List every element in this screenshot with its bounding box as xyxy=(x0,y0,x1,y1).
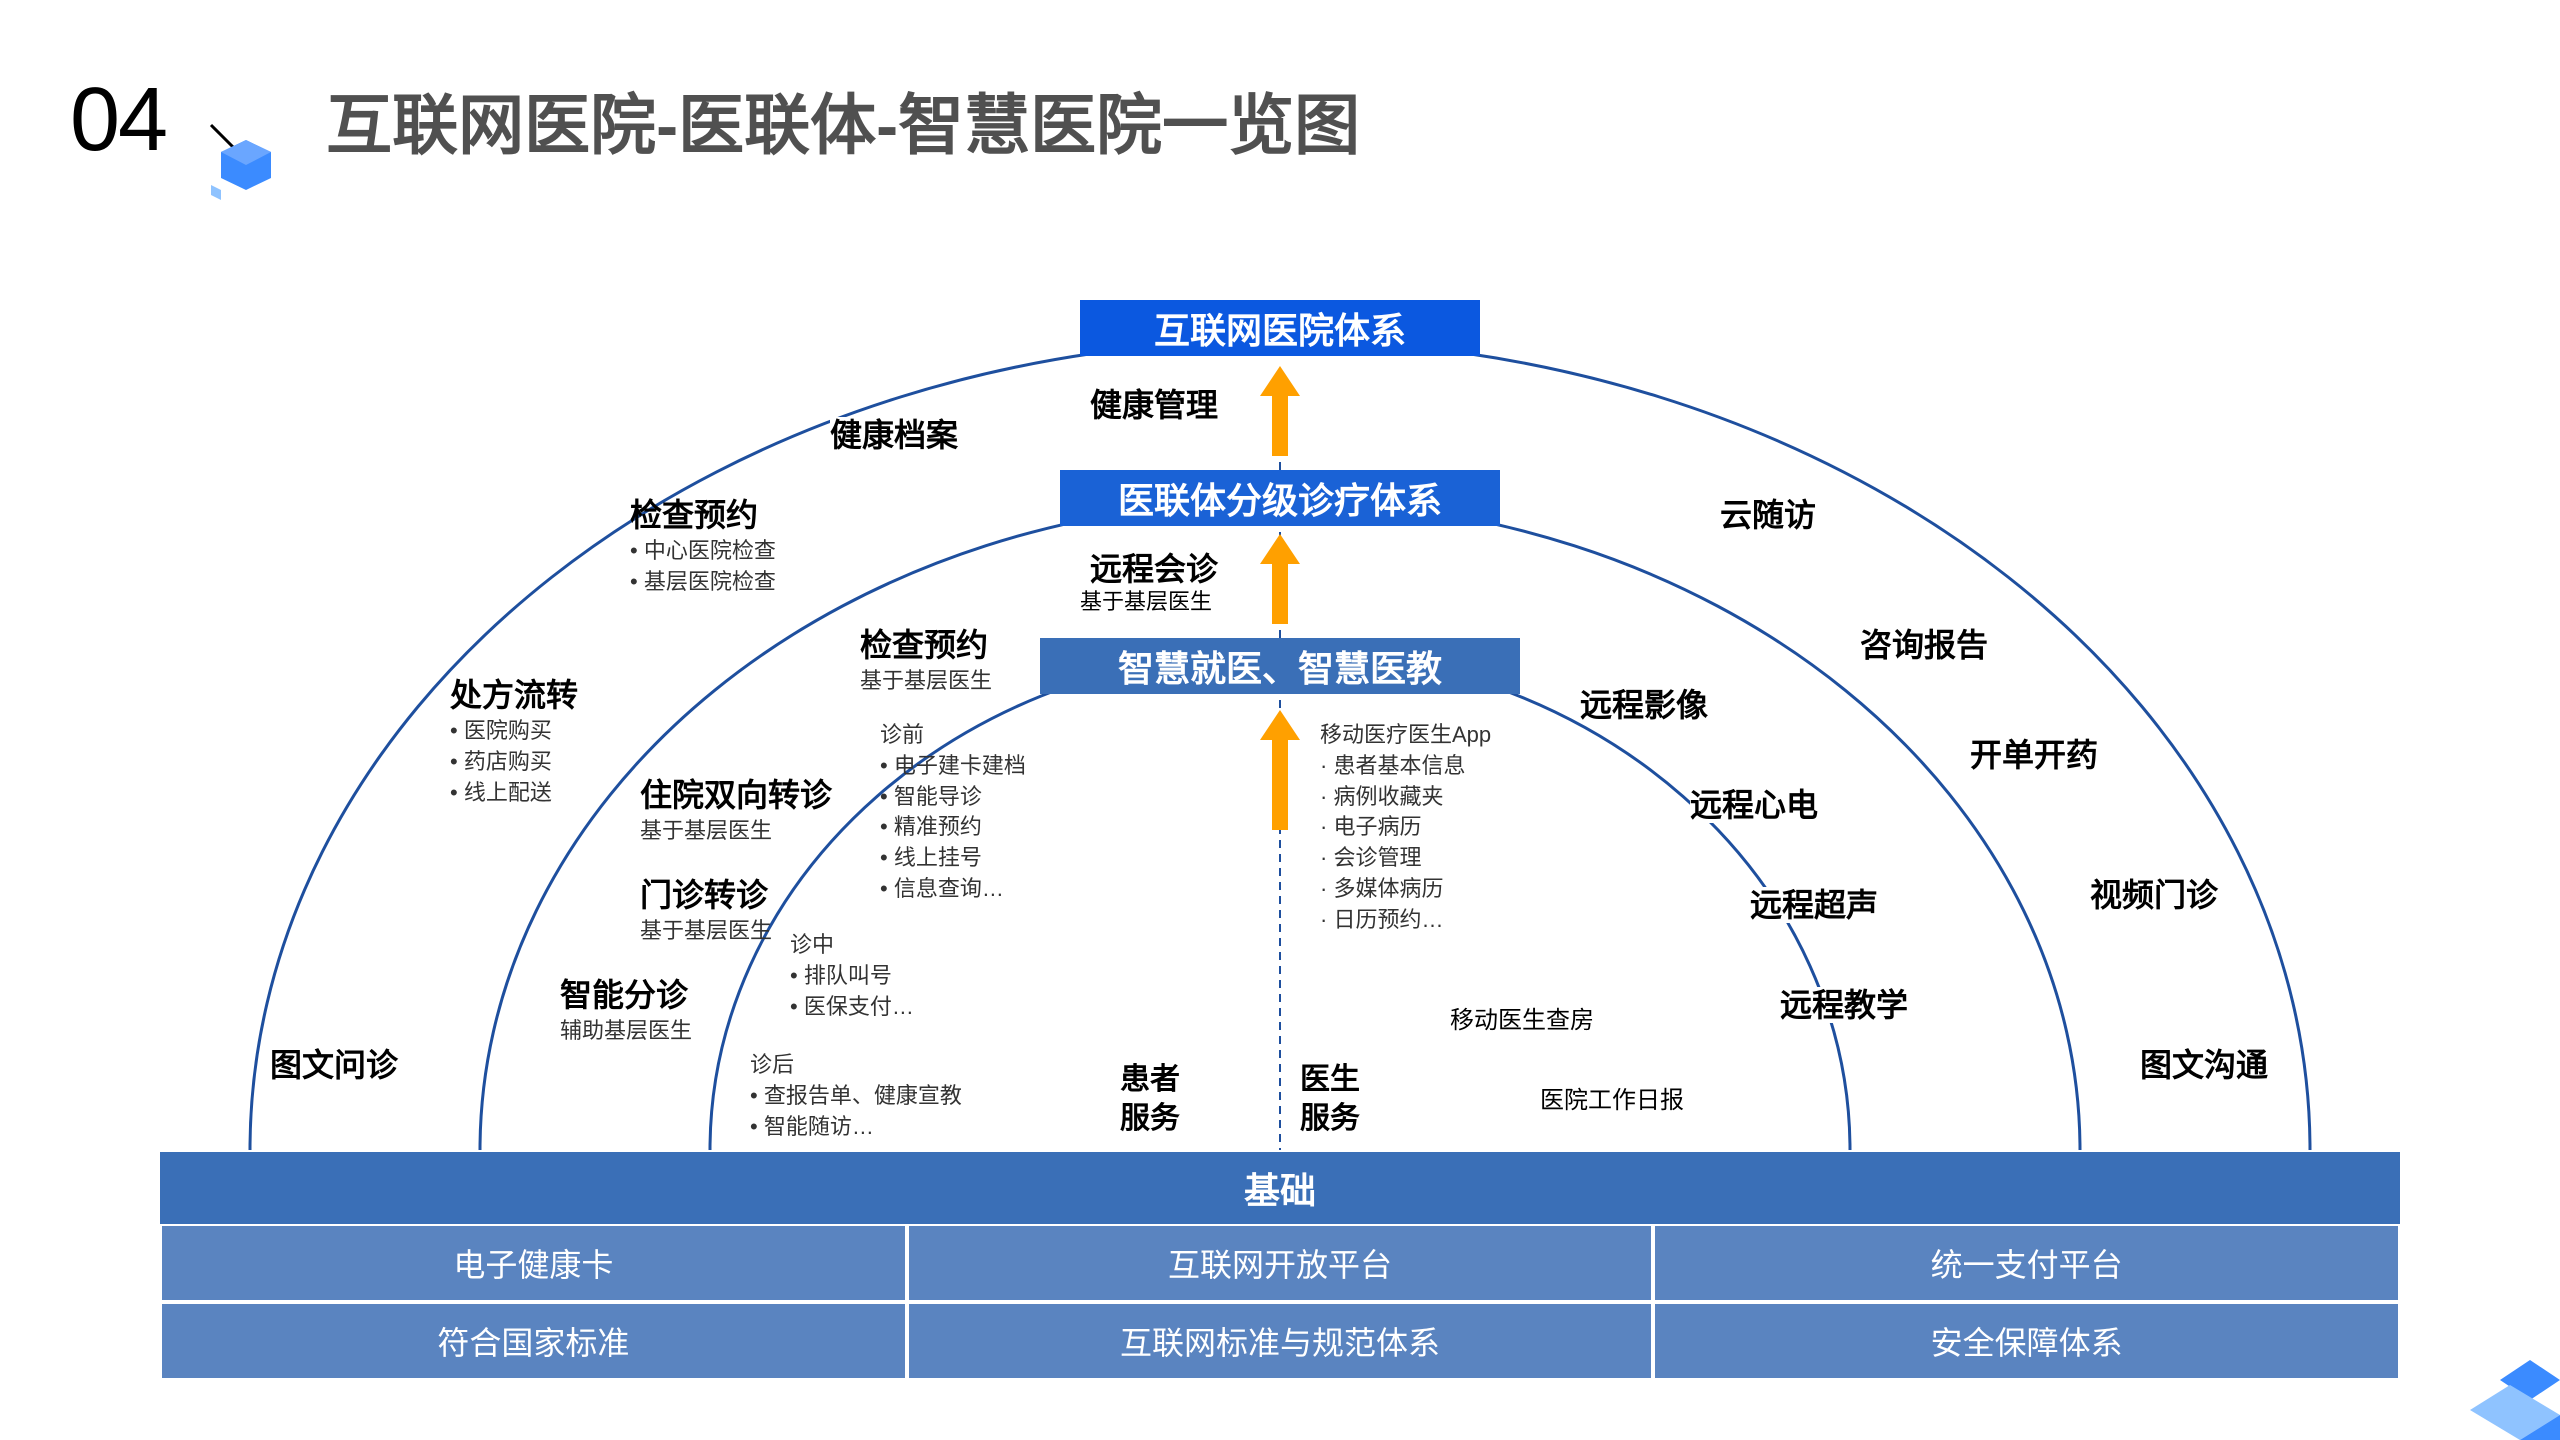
box-top: 互联网医院体系 xyxy=(1080,300,1480,356)
box-inner: 智慧就医、智慧医教 xyxy=(1040,638,1520,694)
arrow-up-icon xyxy=(1260,534,1300,624)
label-prescription: 处方流转 • 医院购买• 药店购买• 线上配送 xyxy=(450,670,578,808)
label-consult-report: 咨询报告 xyxy=(1860,620,1988,666)
inner-right-row3: 医院工作日报 xyxy=(1540,1080,1684,1115)
foundation-block: 基础 电子健康卡 互联网开放平台 统一支付平台 符合国家标准 互联网标准与规范体… xyxy=(160,1152,2400,1380)
foundation-cell: 电子健康卡 xyxy=(160,1224,907,1302)
foundation-cell: 统一支付平台 xyxy=(1653,1224,2400,1302)
inner-right-row2: 移动医生查房 xyxy=(1450,1000,1594,1035)
box-mid: 医联体分级诊疗体系 xyxy=(1060,470,1500,526)
slide-number: 04 xyxy=(70,69,166,172)
label-cloud-followup: 云随访 xyxy=(1720,490,1816,536)
arrow-up-icon xyxy=(1260,710,1300,830)
label-outpatient-referral: 门诊转诊 基于基层医生 xyxy=(640,870,772,947)
label-image-text-consult: 图文问诊 xyxy=(270,1040,398,1086)
label-image-text-comm: 图文沟通 xyxy=(2140,1040,2268,1086)
inner-right-footer: 医生 服务 xyxy=(1300,1060,1360,1138)
foundation-row-2: 符合国家标准 互联网标准与规范体系 安全保障体系 xyxy=(160,1302,2400,1380)
foundation-cell: 安全保障体系 xyxy=(1653,1302,2400,1380)
label-mid-sub: 基于基层医生 xyxy=(1080,584,1212,616)
label-health-archive: 健康档案 xyxy=(830,410,958,456)
foundation-cell: 符合国家标准 xyxy=(160,1302,907,1380)
foundation-title: 基础 xyxy=(160,1152,2400,1224)
label-video-clinic: 视频门诊 xyxy=(2090,870,2218,916)
foundation-cell: 互联网开放平台 xyxy=(907,1224,1654,1302)
label-prescribe: 开单开药 xyxy=(1970,730,2098,776)
label-remote-teaching: 远程教学 xyxy=(1780,980,1908,1026)
label-remote-ultrasound: 远程超声 xyxy=(1750,880,1878,926)
corner-decor-icon xyxy=(2420,1320,2560,1440)
page-title: 互联网医院-医联体-智慧医院一览图 xyxy=(326,72,1360,168)
label-inpatient-referral: 住院双向转诊 基于基层医生 xyxy=(640,770,832,847)
label-smart-triage: 智能分诊 辅助基层医生 xyxy=(560,970,692,1047)
foundation-row-1: 电子健康卡 互联网开放平台 统一支付平台 xyxy=(160,1224,2400,1302)
label-check-reserve-mid: 检查预约 基于基层医生 xyxy=(860,620,992,697)
foundation-cell: 互联网标准与规范体系 xyxy=(907,1302,1654,1380)
inner-left-col: 诊前 • 电子建卡建档 • 智能导诊 • 精准预约 • 线上挂号 • 信息查询… xyxy=(880,720,1220,905)
label-check-reserve-outer: 检查预约 • 中心医院检查• 基层医院检查 xyxy=(630,490,776,598)
slide-header: 04 互联网医院-医联体-智慧医院一览图 xyxy=(70,40,1360,200)
inner-right-app: 移动医疗医生App · 患者基本信息 · 病例收藏夹 · 电子病历 · 会诊管理… xyxy=(1320,720,1620,936)
inner-left-post: 诊后 • 查报告单、健康宣教 • 智能随访… xyxy=(750,1050,1110,1142)
cube-icon xyxy=(206,120,286,200)
inner-left-footer: 患者 服务 xyxy=(1120,1060,1180,1138)
label-remote-ecg: 远程心电 xyxy=(1690,780,1818,826)
label-health-mgmt: 健康管理 xyxy=(1090,380,1218,426)
arrow-up-icon xyxy=(1260,366,1300,456)
arc-diagram: 互联网医院体系 健康管理 医联体分级诊疗体系 远程会诊 基于基层医生 智慧就医、… xyxy=(160,280,2400,1280)
inner-left-mid: 诊中 • 排队叫号 • 医保支付… xyxy=(790,930,1090,1022)
